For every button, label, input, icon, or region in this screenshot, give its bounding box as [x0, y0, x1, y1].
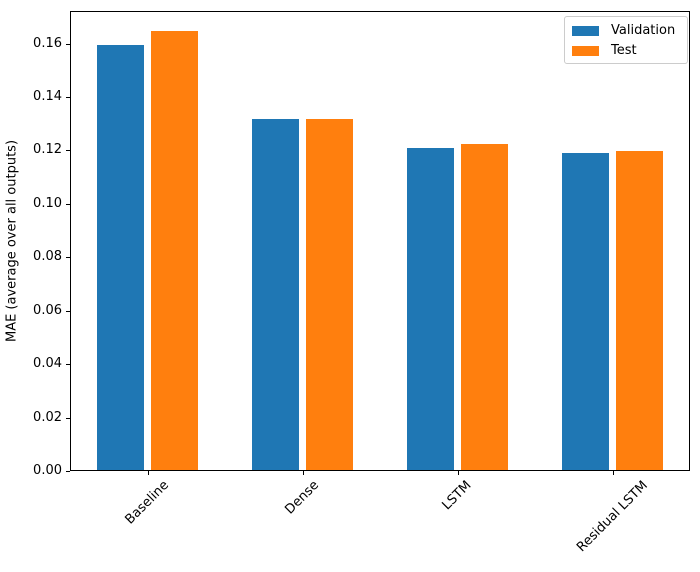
- y-tick-label: 0.02: [33, 410, 62, 425]
- y-tick-label: 0.08: [33, 249, 62, 264]
- bar-test-2: [461, 144, 508, 470]
- y-tick-label: 0.00: [33, 463, 62, 478]
- y-tick-label: 0.06: [33, 303, 62, 318]
- y-tick-mark: [66, 418, 70, 419]
- x-tick-label: Baseline: [122, 477, 173, 528]
- bar-validation-2: [407, 148, 454, 470]
- y-tick-label: 0.14: [33, 89, 62, 104]
- y-tick-label: 0.16: [33, 36, 62, 51]
- x-tick-mark: [303, 471, 304, 475]
- x-tick-label: Residual LSTM: [574, 478, 651, 556]
- y-tick-label: 0.10: [33, 196, 62, 211]
- legend-swatch-validation: [572, 26, 599, 36]
- x-tick-mark: [148, 471, 149, 475]
- x-tick-mark: [613, 471, 614, 475]
- y-tick-mark: [66, 311, 70, 312]
- x-tick-mark: [458, 471, 459, 475]
- bar-test-0: [151, 31, 198, 470]
- bar-validation-1: [252, 119, 299, 470]
- bar-test-3: [616, 151, 663, 470]
- y-tick-mark: [66, 150, 70, 151]
- legend-swatch-test: [572, 46, 599, 56]
- legend-label: Validation: [611, 23, 676, 38]
- legend-item: Validation: [565, 21, 687, 41]
- bar-validation-3: [562, 153, 609, 470]
- legend-label: Test: [611, 43, 637, 58]
- y-tick-mark: [66, 364, 70, 365]
- y-tick-mark: [66, 204, 70, 205]
- bar-validation-0: [97, 45, 144, 470]
- x-tick-label: LSTM: [439, 478, 475, 514]
- y-tick-label: 0.04: [33, 356, 62, 371]
- y-tick-mark: [66, 97, 70, 98]
- plot-area: [70, 11, 690, 471]
- y-tick-mark: [66, 471, 70, 472]
- bar-test-1: [306, 119, 353, 470]
- legend: Validation Test: [564, 16, 688, 64]
- y-tick-mark: [66, 257, 70, 258]
- x-tick-label: Dense: [282, 477, 322, 518]
- y-tick-mark: [66, 44, 70, 45]
- legend-item: Test: [565, 41, 687, 61]
- y-tick-label: 0.12: [33, 142, 62, 157]
